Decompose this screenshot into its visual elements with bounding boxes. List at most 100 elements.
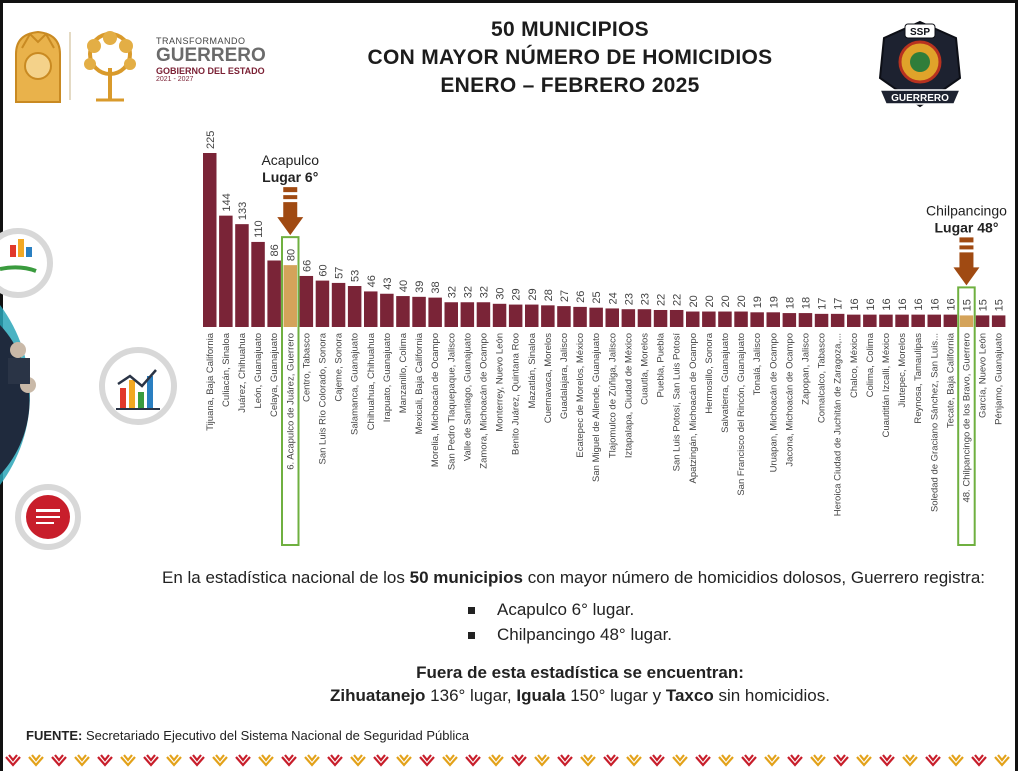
decorative-pattern-band [5, 754, 1010, 767]
category-label: Tecate, Baja California [945, 332, 956, 428]
category-label: Cuautla, Morelos [639, 333, 650, 405]
category-label: Ecatepec de Morelos, México [575, 333, 586, 458]
side-decoration [0, 228, 81, 550]
bar [927, 314, 941, 327]
bar-value-label: 16 [865, 298, 877, 310]
outside-city-taxco: Taxco [665, 686, 714, 705]
bar [943, 314, 958, 327]
bar [830, 313, 845, 327]
pattern-motif-icon [902, 754, 918, 767]
bar-value-label: 66 [301, 260, 313, 272]
bar-value-label: 23 [623, 293, 635, 305]
pattern-motif-icon [810, 754, 826, 767]
category-label: Salamanca, Guanajuato [350, 333, 361, 435]
pattern-motif-icon [5, 754, 21, 767]
pattern-motif-icon [787, 754, 803, 767]
category-label: Centro, Tabasco [301, 333, 312, 402]
bar-value-label: 46 [366, 275, 378, 287]
arrow-stripe-icon [959, 245, 974, 250]
bar-value-label: 16 [897, 298, 909, 310]
bar-value-label: 144 [221, 193, 233, 211]
highlight-box [281, 236, 300, 546]
bar [347, 286, 362, 327]
bar [879, 314, 893, 327]
pattern-motif-icon [327, 754, 343, 767]
bar [315, 280, 330, 327]
arrow-cap-icon [283, 187, 298, 193]
down-arrow-icon [277, 202, 304, 236]
bar-value-label: 15 [961, 299, 973, 311]
category-label: Pénjamo, Guanajuato [994, 333, 1005, 425]
summary-intro-text: En la estadística nacional de los [162, 568, 410, 587]
pattern-motif-icon [281, 754, 297, 767]
bar [380, 293, 394, 327]
homicides-bar-chart: 225 Tijuana, Baja California 144 Culiacán, … [203, 131, 1007, 546]
category-label: León, Guanajuato [253, 333, 264, 409]
outside-rest: sin homicidios. [713, 686, 830, 705]
bar [235, 224, 249, 327]
bar-value-label: 22 [656, 294, 668, 306]
bar [267, 260, 281, 327]
pattern-motif-icon [856, 754, 872, 767]
bar [364, 291, 378, 327]
bar [991, 315, 1006, 327]
category-label: Uruapan, Michoacán de Ocampo [768, 333, 779, 472]
down-arrow-icon [953, 252, 980, 286]
bar [863, 314, 877, 327]
source-note: FUENTE: Secretariado Ejecutivo del Siste… [26, 728, 469, 743]
outside-city-zihuatanejo: Zihuatanejo [330, 686, 426, 705]
guerrero-logo-group [15, 30, 136, 103]
category-label: 48. Chilpancingo de los Bravo, Guerrero [961, 333, 972, 503]
bar-value-label: 15 [994, 299, 1006, 311]
pattern-motif-icon [166, 754, 182, 767]
category-label: Apatzingán, Michoacán de Ocampo [688, 333, 699, 484]
annotation-city: Acapulco [261, 152, 319, 168]
bullet-square-icon [468, 607, 475, 615]
title-line-1: 50 MUNICIPIOS [491, 18, 649, 41]
pattern-motif-icon [557, 754, 573, 767]
category-label: San Miguel de Allende, Guanajuato [591, 333, 602, 482]
bar-value-label: 57 [334, 267, 346, 279]
outside-stats-title: Fuera de esta estadística se encuentran: [416, 663, 744, 682]
bullet-acapulco-text: Acapulco 6° lugar. [497, 600, 635, 619]
bar-value-label: 19 [752, 296, 764, 308]
bar [412, 296, 426, 327]
bar [525, 304, 539, 327]
pattern-motif-icon [534, 754, 550, 767]
category-label: Zapopan, Jalisco [800, 333, 811, 405]
bar [541, 305, 555, 327]
page-title: 50 MUNICIPIOS CON MAYOR NÚMERO DE HOMICI… [300, 16, 840, 100]
category-label: Cuautitlán Izcalli, México [881, 333, 892, 438]
category-label: Mazatlán, Sinaloa [527, 332, 538, 408]
badge-banner-text: GUERRERO [891, 93, 949, 104]
pattern-motif-icon [143, 754, 159, 767]
bar [975, 315, 990, 327]
bar [460, 302, 475, 327]
category-label: Mexicali, Baja California [414, 332, 425, 434]
bar [637, 309, 652, 327]
bar-value-label: 16 [913, 298, 925, 310]
title-line-3: ENERO – FEBRERO 2025 [440, 74, 700, 97]
bar-value-label: 18 [784, 297, 796, 309]
bar-value-label: 225 [205, 131, 217, 149]
category-label: 6. Acapulco de Juárez, Guerrero [285, 333, 296, 470]
category-label: Tlajomulco de Zúñiga, Jalisco [607, 333, 618, 458]
bar [653, 309, 668, 327]
bar [219, 215, 233, 327]
bar-value-label: 29 [511, 288, 523, 300]
summary-intro-bold: 50 municipios [409, 568, 523, 587]
category-label: Tijuana, Baja California [205, 332, 216, 431]
bar-value-label: 23 [639, 293, 651, 305]
bar [766, 312, 780, 327]
bar [782, 313, 797, 327]
bullet-chilpancingo-text: Chilpancingo 48° lugar. [497, 625, 673, 644]
pattern-motif-icon [649, 754, 665, 767]
category-label: Monterrey, Nuevo León [495, 333, 506, 432]
bar [847, 314, 861, 327]
bar-value-label: 20 [688, 295, 700, 307]
bar [557, 306, 571, 327]
tree-emblem-icon [84, 31, 136, 102]
pattern-motif-icon [350, 754, 366, 767]
pattern-motif-icon [695, 754, 711, 767]
annotation-rank: Lugar 6° [262, 169, 318, 185]
